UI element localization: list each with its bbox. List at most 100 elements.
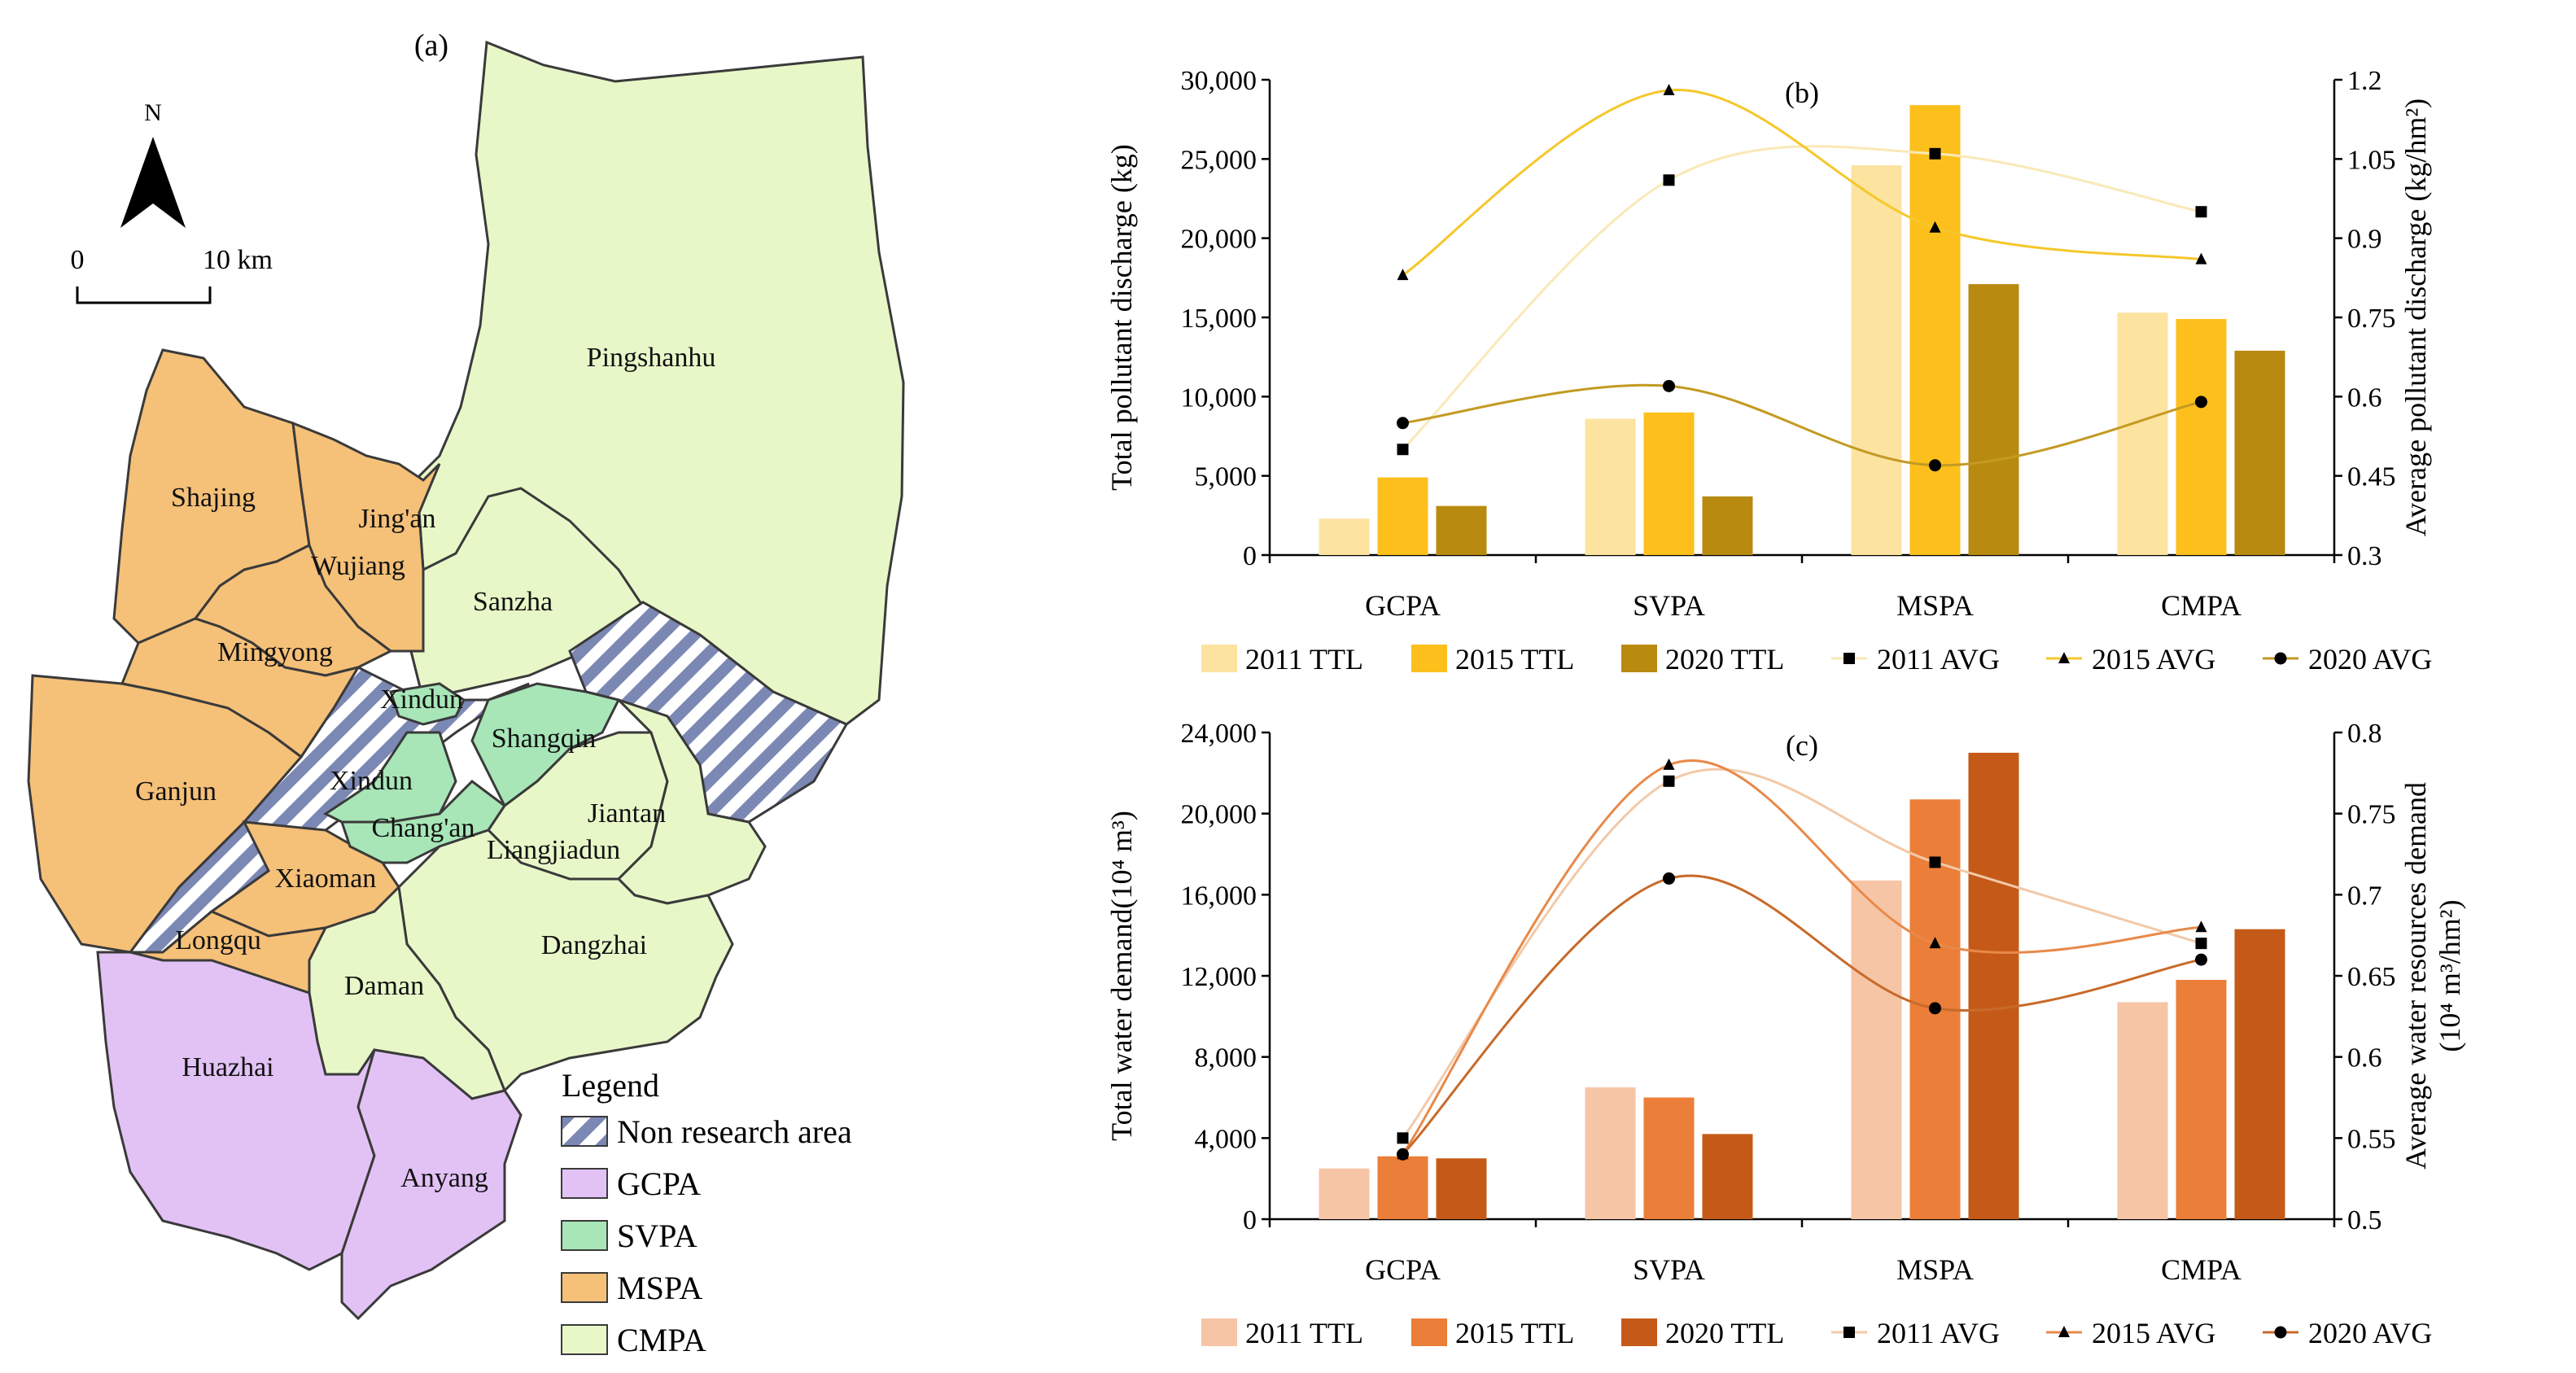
chart-b-y2-tick-label: 0.6 (2347, 383, 2382, 413)
chart-b-bar-2011-ttl (1585, 418, 1636, 555)
scale-bar-line (76, 286, 212, 304)
chart-c-legend-label: 2020 AVG (2308, 1317, 2432, 1349)
chart-c-y-tick-label: 8,000 (1195, 1043, 1257, 1073)
chart-b-legend-label: 2020 AVG (2308, 643, 2432, 676)
chart-c-bar-2011-ttl (1319, 1168, 1370, 1219)
chart-b-y-tick-label: 0 (1243, 541, 1257, 571)
map-legend: Legend Non research area GCPA SVPA MSPA … (561, 1067, 852, 1358)
chart-c-bar-2020-ttl (1436, 1158, 1487, 1219)
chart-b-bar-2015-ttl (1643, 412, 1695, 555)
chart-b-y2-tick-label: 0.45 (2347, 462, 2396, 492)
chart-c-bar-2011-ttl (2117, 1002, 2168, 1219)
chart-b-line-2011-avg (1402, 145, 2202, 451)
region-xindun-north (389, 682, 466, 726)
legend-label-svpa: SVPA (617, 1218, 698, 1254)
chart-c-y-tick-label: 4,000 (1195, 1124, 1257, 1154)
chart-c-y-tick-label: 20,000 (1181, 800, 1257, 830)
north-arrow-left-half (120, 137, 153, 228)
chart-b-y-tick-label: 20,000 (1181, 225, 1257, 255)
label-xindun-north: Xindun (380, 684, 463, 715)
scale-start-label: 0 (71, 245, 85, 275)
label-wujiang: Wujiang (311, 551, 405, 581)
chart-c-legend-label: 2015 TTL (1455, 1317, 1574, 1349)
chart-b-marker-2011-avg (1929, 147, 1941, 160)
chart-b-legend-label: 2011 AVG (1877, 643, 2000, 676)
chart-b-y2-tick-label: 0.3 (2347, 541, 2382, 571)
chart-b-legend-swatch (1411, 645, 1447, 672)
chart-b-line-2020-avg (1402, 383, 2202, 467)
chart-c-marker-2011-avg (1663, 775, 1675, 787)
chart-b-legend-swatch (1621, 645, 1657, 672)
chart-c-y2-axis-title-units: (10⁴ m³/hm²) (2434, 899, 2466, 1052)
legend-swatch-cmpa (561, 1324, 608, 1355)
chart-c-legend-swatch (1411, 1318, 1447, 1346)
chart-c-category-label: GCPA (1365, 1253, 1441, 1286)
chart-b-marker-2015-avg (1663, 83, 1675, 95)
label-mingyong: Mingyong (217, 637, 333, 667)
chart-c-y2-tick-label: 0.6 (2347, 1043, 2382, 1073)
chart-b-marker-2011-avg (1397, 444, 1409, 456)
chart-c-line-2011-avg (1402, 767, 2202, 1139)
chart-c-y2-tick-label: 0.5 (2347, 1205, 2382, 1235)
chart-c-y2-tick-label: 0.8 (2347, 719, 2382, 749)
map-panel: (a) N 0 10 km (27, 28, 905, 1358)
chart-b-bar-2020-ttl (2234, 350, 2285, 555)
region-anyang (340, 1048, 523, 1321)
chart-c-line-2015-avg (1402, 759, 2202, 1156)
chart-b-y-tick-label: 5,000 (1195, 462, 1257, 492)
legend-swatch-gcpa (561, 1168, 608, 1199)
chart-c-bar-2020-ttl (2234, 929, 2285, 1219)
legend-swatch-svpa (561, 1220, 608, 1251)
chart-b-panel-label: (b) (1785, 77, 1819, 109)
chart-c-panel-label: (c) (1786, 729, 1818, 762)
chart-b-marker-2020-avg (1397, 417, 1409, 430)
north-arrow-right-half (153, 137, 186, 228)
chart-c-bar-2011-ttl (1585, 1087, 1636, 1219)
chart-b-category-label: MSPA (1896, 589, 1974, 622)
label-sanzha: Sanzha (473, 587, 553, 617)
legend-label-mspa: MSPA (617, 1270, 702, 1306)
chart-b-legend-swatch-marker (2274, 652, 2287, 665)
chart-b-category-label: CMPA (2161, 589, 2241, 622)
chart-b-y2-axis-title: Average pollutant discharge (kg/hm²) (2399, 98, 2432, 536)
chart-c-line-2020-avg (1402, 874, 2202, 1156)
chart-b-marker-2015-avg (1397, 269, 1409, 281)
chart-c-y2-tick-label: 0.55 (2347, 1124, 2396, 1154)
chart-b-category-label: GCPA (1365, 589, 1441, 622)
chart-c-legend-swatch-marker (2274, 1326, 2287, 1339)
chart-c-category-label: MSPA (1896, 1253, 1974, 1286)
chart-b-bar-2015-ttl (1377, 477, 1428, 555)
chart-b-legend-label: 2011 TTL (1245, 643, 1363, 676)
map-panel-label: (a) (414, 28, 448, 63)
label-daman: Daman (344, 971, 424, 1001)
chart-c-y-axis-title: Total water demand(10⁴ m³) (1105, 811, 1138, 1141)
chart-b-y-axis-title: Total pollutant discharge (kg) (1105, 144, 1138, 491)
chart-c-marker-2020-avg (1929, 1002, 1941, 1015)
label-xiaoman: Xiaoman (275, 864, 377, 894)
label-huazhai: Huazhai (182, 1052, 273, 1082)
label-changan: Chang'an (372, 813, 475, 843)
chart-c-legend-swatch (1201, 1318, 1237, 1346)
chart-b-legend-label: 2020 TTL (1665, 643, 1784, 676)
legend-label-non-research: Non research area (617, 1113, 852, 1150)
chart-c-water: (c) 0 4,000 8,000 12,000 16,000 20,000 24,000 0.… (1105, 719, 2466, 1349)
chart-c-y2-tick-label: 0.65 (2347, 962, 2396, 992)
chart-b-marker-2020-avg (2195, 396, 2207, 409)
chart-b-y-tick-label: 25,000 (1181, 145, 1257, 175)
chart-b-bar-2011-ttl (1319, 518, 1370, 555)
chart-c-bar-2020-ttl (1702, 1134, 1753, 1219)
label-anyang: Anyang (400, 1163, 488, 1193)
chart-c-category-label: CMPA (2161, 1253, 2241, 1286)
chart-b-marker-2020-avg (1663, 379, 1675, 392)
chart-b-legend-swatch-marker (1843, 653, 1855, 664)
legend-label-cmpa: CMPA (617, 1322, 706, 1358)
chart-b-marker-2011-avg (1663, 174, 1675, 186)
chart-c-legend-label: 2011 TTL (1245, 1317, 1363, 1349)
north-arrow-icon: N (120, 99, 186, 228)
chart-c-marker-2011-avg (1929, 856, 1941, 868)
chart-b-y2-tick-label: 1.2 (2347, 66, 2382, 96)
chart-b-legend-label: 2015 AVG (2092, 643, 2215, 676)
scale-bar: 0 10 km (71, 245, 273, 304)
